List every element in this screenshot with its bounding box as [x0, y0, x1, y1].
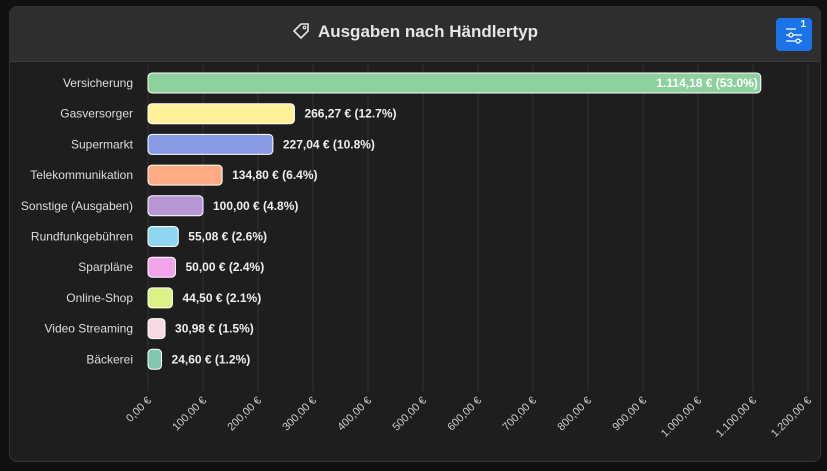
bar — [147, 133, 274, 155]
filter-button[interactable]: 1 — [776, 18, 812, 51]
data-label: 134,80 € (6.4%) — [232, 168, 317, 182]
bar — [147, 348, 163, 370]
data-label: 24,60 € (1.2%) — [172, 352, 251, 366]
card-header: Ausgaben nach Händlertyp 1 — [10, 7, 820, 62]
category-label: Online-Shop — [66, 291, 133, 305]
data-label: 1.114,18 € (53.0%) — [656, 76, 757, 90]
x-tick-label: 400,00 € — [335, 395, 374, 434]
bar — [147, 256, 176, 278]
category-label: Sonstige (Ausgaben) — [21, 199, 133, 213]
category-label: Bäckerei — [86, 352, 133, 366]
chart-title: Ausgaben nach Händlertyp — [10, 22, 820, 42]
chart-title-text: Ausgaben nach Händlertyp — [317, 22, 539, 41]
x-tick-label: 0,00 € — [124, 395, 154, 425]
sliders-icon — [786, 28, 802, 44]
bar — [147, 103, 295, 125]
data-label: 100,00 € (4.8%) — [213, 199, 298, 213]
data-label: 227,04 € (10.8%) — [283, 137, 375, 151]
bar — [147, 195, 204, 217]
tag-icon — [292, 23, 309, 40]
x-tick-label: 900,00 € — [610, 395, 649, 434]
x-tick-label: 1.100,00 € — [714, 395, 759, 440]
x-tick-label: 700,00 € — [500, 395, 539, 434]
x-tick-label: 500,00 € — [390, 395, 429, 434]
bar-chart: 0,00 € 100,00 € 200,00 € 300,00 € 400,00 € 50… — [21, 65, 814, 440]
data-label: 266,27 € (12.7%) — [304, 107, 396, 121]
chart-card: Ausgaben nach Händlertyp 1 0,00 € 100,00 … — [9, 6, 821, 462]
data-label: 30,98 € (1.5%) — [175, 322, 254, 336]
bar — [147, 226, 179, 247]
category-label: Telekommunikation — [30, 168, 133, 182]
bar — [147, 318, 166, 340]
x-tick-label: 300,00 € — [280, 395, 319, 434]
category-label: Video Streaming — [45, 322, 134, 336]
bar — [147, 72, 762, 94]
data-label: 44,50 € (2.1%) — [182, 291, 261, 305]
category-label: Versicherung — [63, 76, 133, 90]
x-tick-label: 1.200,00 € — [769, 395, 814, 440]
x-tick-label: 100,00 € — [170, 395, 209, 434]
category-label: Rundfunkgebühren — [31, 230, 133, 244]
data-label: 55,08 € (2.6%) — [188, 230, 267, 244]
bar — [147, 164, 223, 186]
category-label: Sparpläne — [78, 260, 133, 274]
category-label: Gasversorger — [60, 107, 133, 121]
category-label: Supermarkt — [71, 137, 134, 151]
filter-count-badge: 1 — [800, 19, 806, 30]
x-tick-label: 200,00 € — [225, 395, 264, 434]
x-tick-label: 600,00 € — [445, 395, 484, 434]
x-tick-label: 1.000,00 € — [659, 395, 704, 440]
bar — [147, 287, 173, 309]
data-label: 50,00 € (2.4%) — [186, 260, 265, 274]
x-tick-label: 800,00 € — [555, 395, 594, 434]
